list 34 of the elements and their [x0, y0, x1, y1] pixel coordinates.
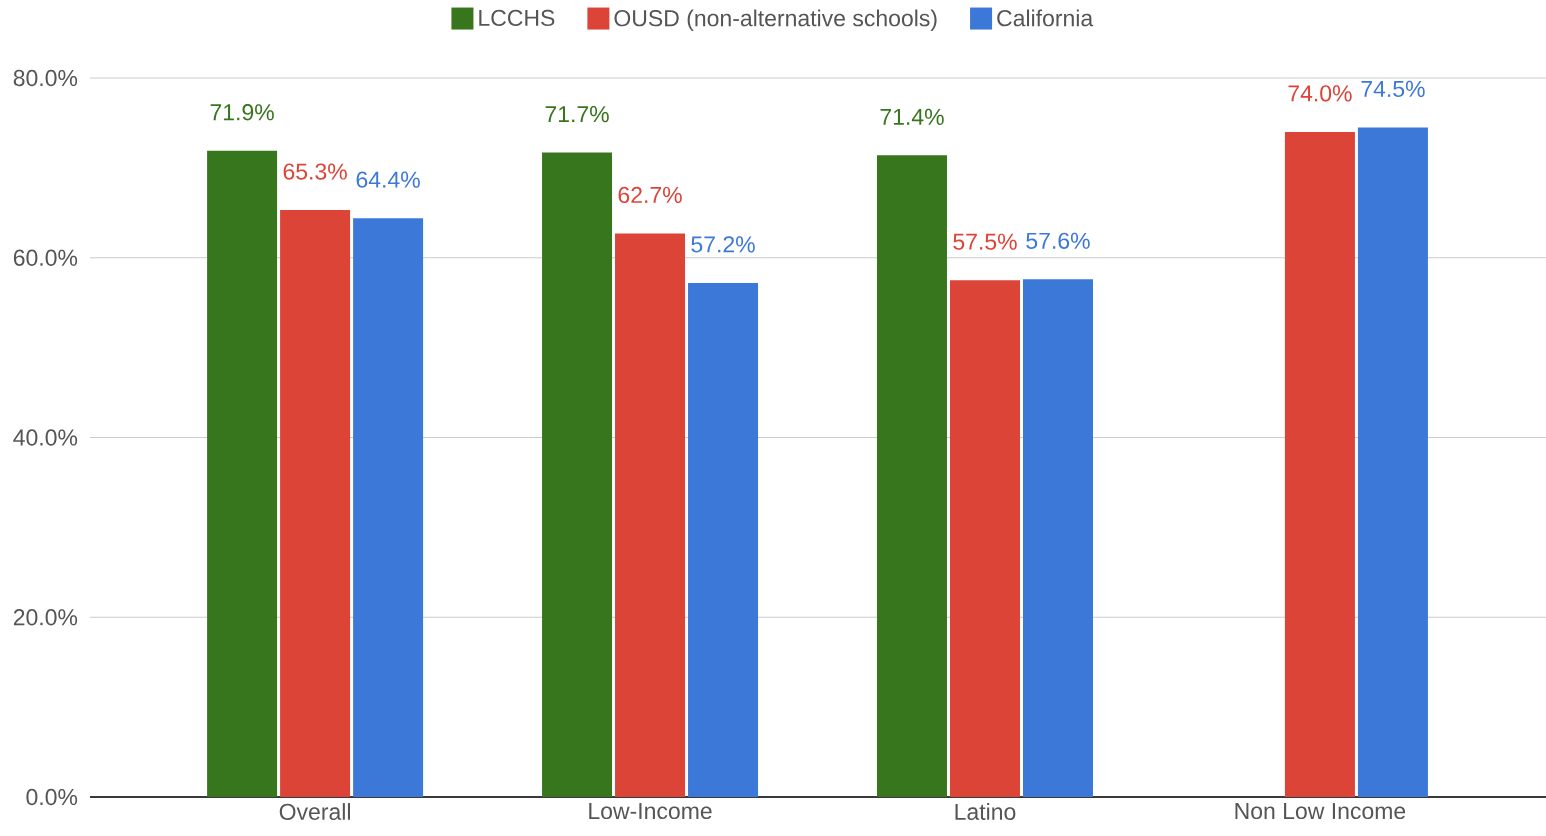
- x-tick-label: Non Low Income: [1235, 803, 1406, 820]
- y-tick-label: 0.0%: [26, 788, 78, 806]
- data-label: 57.6%: [1026, 232, 1090, 249]
- data-label: 71.9%: [210, 104, 274, 121]
- y-tick-label: 80.0%: [13, 69, 78, 87]
- data-label: 71.4%: [880, 108, 944, 125]
- bar: [615, 233, 686, 797]
- bar: [542, 152, 613, 797]
- bar: [949, 280, 1020, 797]
- x-tick-label: Overall: [279, 803, 350, 820]
- y-tick-label: 20.0%: [13, 609, 78, 626]
- x-tick-label: Low-Income: [589, 803, 712, 820]
- y-tick-label: 40.0%: [13, 429, 78, 446]
- data-label: 74.0%: [1288, 85, 1352, 102]
- data-label: 57.2%: [691, 236, 755, 253]
- legend-label: California: [997, 9, 1094, 27]
- data-label: 62.7%: [618, 186, 682, 204]
- bar: [1357, 127, 1428, 797]
- bar: [353, 218, 424, 797]
- bar: [1022, 279, 1093, 797]
- legend-label: LCCHS: [479, 9, 555, 27]
- data-label: 65.3%: [283, 163, 347, 180]
- bar: [688, 282, 759, 797]
- x-tick-label: Latino: [955, 803, 1016, 820]
- bar: [207, 150, 278, 797]
- data-label: 74.5%: [1361, 80, 1425, 98]
- data-label: 64.4%: [356, 171, 420, 188]
- data-label: 71.7%: [545, 106, 609, 123]
- y-tick-label: 60.0%: [13, 249, 78, 266]
- bar: [280, 210, 351, 797]
- bar: [1284, 131, 1355, 797]
- data-label: 57.5%: [953, 233, 1017, 250]
- legend-label: OUSD (non-alternative schools): [614, 9, 937, 31]
- bar: [876, 155, 947, 797]
